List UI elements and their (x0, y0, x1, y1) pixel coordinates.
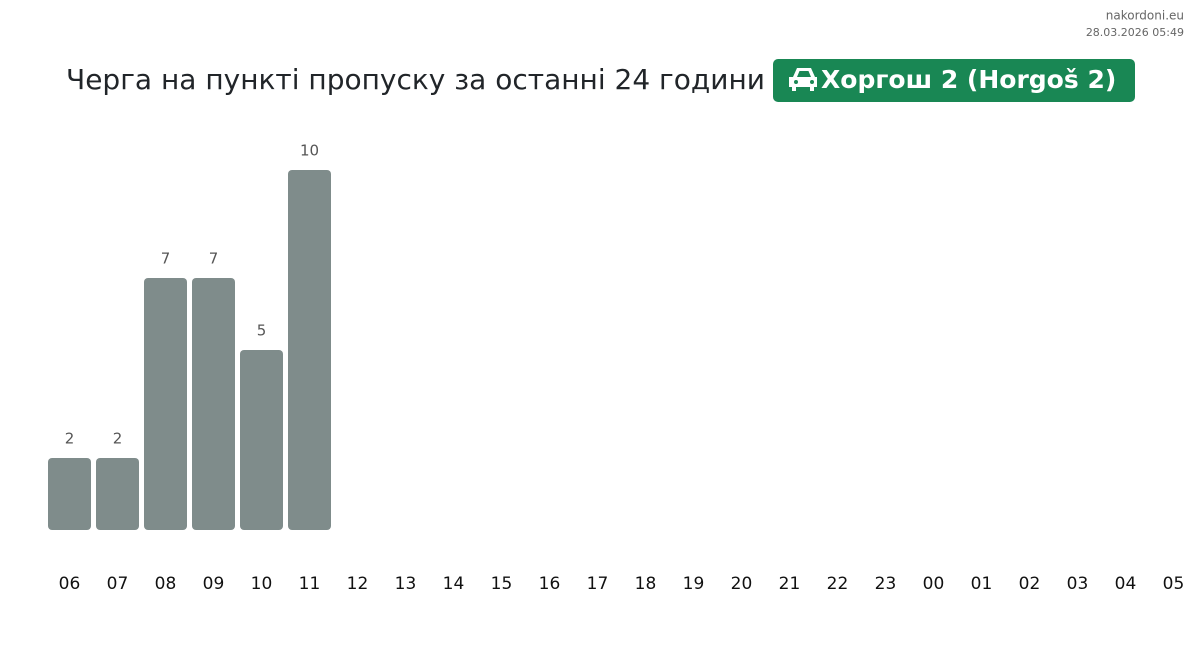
badge-text: Хоргош 2 (Horgoš 2) (821, 65, 1116, 94)
value-label: 7 (161, 250, 171, 268)
badge (773, 59, 1135, 102)
source: nakordoni.eu (1106, 9, 1184, 23)
x-tick-label: 07 (107, 574, 129, 594)
x-tick-label: 17 (587, 574, 609, 594)
x-tick-label: 15 (491, 574, 513, 594)
x-tick-label: 01 (971, 574, 993, 594)
x-tick-label: 12 (347, 574, 369, 594)
x-tick-label: 09 (203, 574, 225, 594)
x-tick-label: 05 (1163, 574, 1185, 594)
x-tick-label: 18 (635, 574, 657, 594)
x-tick-label: 20 (731, 574, 753, 594)
x-tick-label: 22 (827, 574, 849, 594)
bar (288, 170, 331, 530)
timestamp: 28.03.2026 05:49 (1086, 26, 1184, 39)
car-icon (789, 68, 817, 91)
x-tick-label: 04 (1115, 574, 1137, 594)
x-tick-label: 02 (1019, 574, 1041, 594)
value-label: 7 (209, 250, 219, 268)
value-label: 5 (257, 322, 267, 340)
x-tick-label: 14 (443, 574, 465, 594)
x-tick-label: 08 (155, 574, 177, 594)
bar (144, 278, 187, 530)
x-tick-label: 06 (59, 574, 81, 594)
x-tick-label: 21 (779, 574, 801, 594)
value-label: 2 (113, 430, 123, 448)
x-tick-label: 11 (299, 574, 321, 594)
x-tick-label: 00 (923, 574, 945, 594)
value-label: 2 (65, 430, 75, 448)
bar (240, 350, 283, 530)
x-tick-label: 13 (395, 574, 417, 594)
x-tick-label: 23 (875, 574, 897, 594)
x-tick-label: 19 (683, 574, 705, 594)
bar (48, 458, 91, 530)
x-tick-label: 16 (539, 574, 561, 594)
chart-title: Черга на пункті пропуску за останні 24 г… (66, 63, 765, 96)
bar (192, 278, 235, 530)
bar (96, 458, 139, 530)
x-tick-label: 10 (251, 574, 273, 594)
x-tick-label: 03 (1067, 574, 1089, 594)
value-label: 10 (300, 142, 319, 160)
